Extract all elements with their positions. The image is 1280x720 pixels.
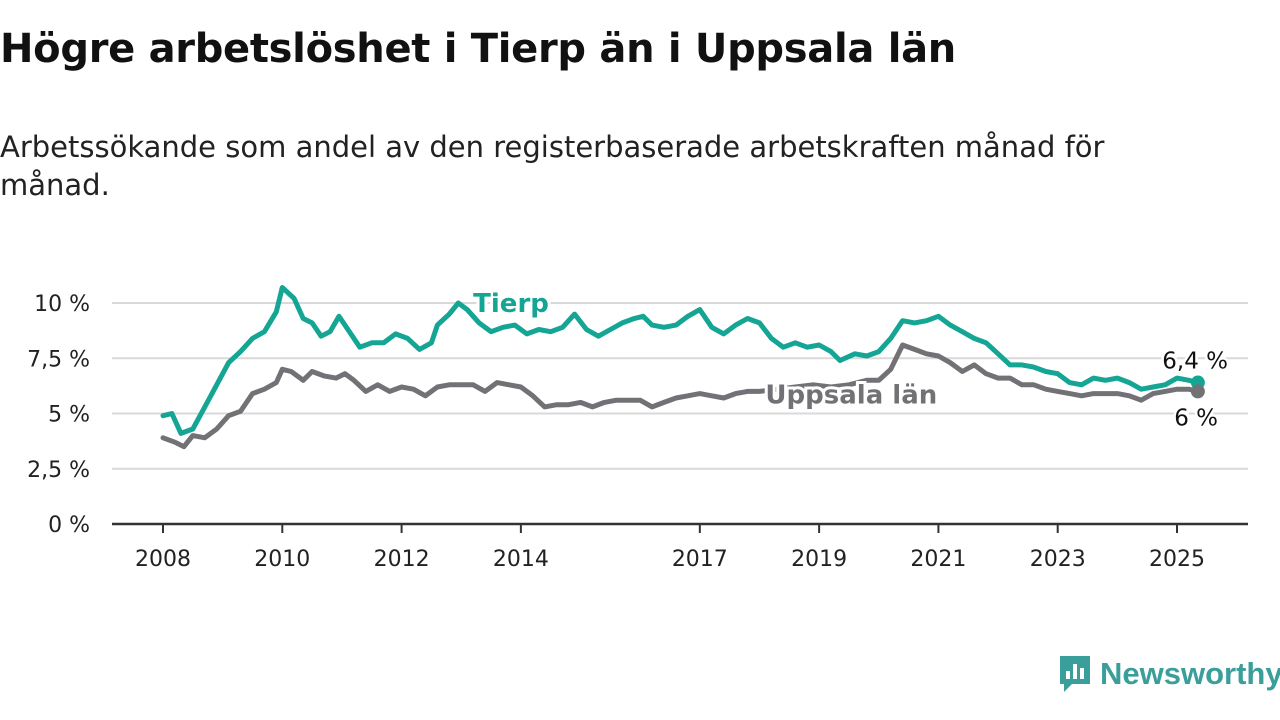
tierp-end-label: 6,4 %: [1162, 349, 1228, 375]
y-tick-label: 2,5 %: [27, 458, 90, 483]
series-lines: [160, 285, 1205, 450]
bar-chart-speech-bubble-icon: [1060, 656, 1090, 692]
newsworthy-brand: Newsworthy: [1058, 654, 1280, 694]
x-tick-label: 2023: [1030, 547, 1086, 572]
x-tick-label: 2008: [135, 547, 191, 572]
tierp-series-label: Tierp: [473, 289, 549, 319]
chart-subtitle: Arbetssökande som andel av den registerb…: [0, 130, 1105, 202]
uppsala-series-label: Uppsala län: [765, 381, 937, 411]
x-tick-label: 2017: [672, 547, 728, 572]
x-tick-label: 2021: [910, 547, 966, 572]
x-axis: 2008 2010 2012 2014 2017 2019 2021 2023 2025: [112, 522, 1248, 572]
series-labels: Tierp Uppsala län 6,4 % 6 %: [470, 286, 1230, 434]
x-tick-label: 2014: [493, 547, 549, 572]
brand-name: Newsworthy: [1100, 656, 1280, 691]
y-tick-label: 5 %: [48, 403, 90, 428]
y-tick-label: 0 %: [48, 513, 90, 538]
chart-title: Högre arbetslöshet i Tierp än i Uppsala …: [0, 26, 956, 72]
tierp-series-line: [160, 285, 1201, 436]
grid-lines: [112, 302, 1248, 470]
x-tick-label: 2010: [254, 547, 310, 572]
uppsala-end-marker: [1190, 384, 1205, 399]
x-tick-label: 2025: [1149, 547, 1205, 572]
uppsala-series-line: [160, 342, 1201, 450]
line-chart: 0 % 2,5 % 5 % 7,5 % 10 % 2008 2010 2012 2014 201…: [27, 285, 1248, 572]
uppsala-end-label: 6 %: [1174, 405, 1218, 431]
y-tick-label: 10 %: [34, 292, 90, 317]
x-tick-label: 2019: [791, 547, 847, 572]
x-tick-label: 2012: [374, 547, 430, 572]
y-tick-label: 7,5 %: [27, 347, 90, 372]
y-axis: 0 % 2,5 % 5 % 7,5 % 10 %: [27, 292, 90, 538]
